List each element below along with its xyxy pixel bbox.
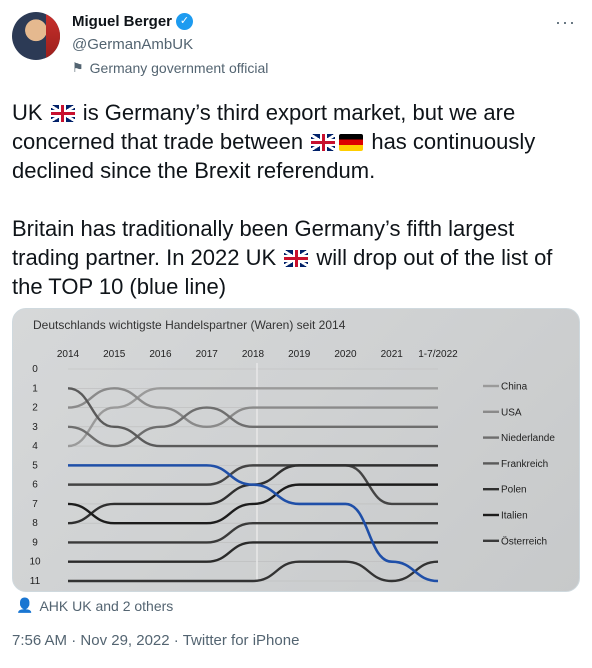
series-line-polen [67, 464, 438, 525]
y-tick-label: 1 [32, 383, 38, 394]
tweet-source[interactable]: Twitter for iPhone [182, 632, 300, 649]
series-line-china [67, 387, 438, 448]
series-line [68, 541, 438, 563]
legend-label: USA [501, 407, 522, 418]
series-line-österreich [67, 521, 438, 544]
legend-label: Polen [501, 485, 527, 496]
legend-label: China [501, 382, 528, 393]
tweet-text-segment: will drop out of the list of the TOP 10 … [12, 245, 553, 299]
series-line-usa [67, 387, 438, 429]
uk-flag-icon [284, 250, 309, 267]
series-line-niederlande [67, 406, 438, 448]
verified-badge-icon: ✓ [176, 13, 194, 30]
avatar[interactable] [12, 12, 60, 60]
y-tick-label: 2 [32, 403, 38, 414]
meta-separator: · [169, 632, 183, 649]
uk-flag-icon [50, 105, 75, 122]
series-line-frankreich [67, 387, 438, 448]
germany-flag-icon [339, 134, 364, 151]
y-tick-label: 4 [32, 441, 38, 452]
y-tick-label: 8 [32, 518, 38, 529]
x-tick-label: 2015 [103, 349, 126, 360]
tweet-text: UK is Germany’s third export market, but… [12, 98, 580, 330]
y-tick-label: 9 [32, 537, 38, 548]
tweet-meta: 7:56 AM · Nov 29, 2022 · Twitter for iPh… [12, 632, 299, 649]
x-tick-label: 2017 [196, 349, 219, 360]
series-line-italien [67, 483, 438, 525]
legend-label: Frankreich [501, 459, 548, 470]
affiliation: ⚑ Germany government official [72, 60, 268, 76]
legend-label: Italien [501, 511, 528, 522]
x-tick-label: 1-7/2022 [418, 349, 458, 360]
person-icon: 👤 [16, 597, 34, 613]
x-tick-label: 2020 [334, 349, 357, 360]
legend-label: Niederlande [501, 433, 555, 444]
chart: Deutschlands wichtigste Handelspartner (… [29, 318, 555, 587]
y-tick-label: 10 [29, 557, 41, 568]
tweet-text-segment: has continuously declined since the Brex… [12, 129, 536, 183]
flag-icon: ⚑ [72, 60, 84, 75]
more-options-icon[interactable]: ··· [555, 12, 576, 32]
y-tick-label: 3 [32, 422, 38, 433]
series-line-uk [67, 464, 439, 583]
tweet-text-segment: is Germany’s third export market, but we… [12, 100, 516, 154]
social-context-label: AHK UK and 2 others [39, 597, 174, 614]
series-line [67, 464, 438, 506]
x-tick-label: 2021 [381, 349, 404, 360]
x-tick-label: 2019 [288, 349, 311, 360]
x-tick-label: 2016 [149, 349, 172, 360]
tweet-time[interactable]: 7:56 AM [12, 632, 68, 649]
tweet-paragraph-1: UK is Germany’s third export market, but… [12, 98, 580, 185]
social-context[interactable]: 👤 AHK UK and 2 others [16, 597, 173, 614]
series-line [68, 560, 439, 583]
tweet-image[interactable]: Deutschlands wichtigste Handelspartner (… [12, 308, 580, 592]
tweet-text-segment: UK [12, 100, 49, 125]
user-name[interactable]: Miguel Berger [72, 13, 173, 30]
x-tick-label: 2018 [242, 349, 265, 360]
name-row: Miguel Berger ✓ [72, 13, 194, 30]
y-tick-label: 6 [32, 480, 38, 491]
affiliation-label[interactable]: Germany government official [89, 60, 269, 76]
user-handle[interactable]: @GermanAmbUK [72, 36, 194, 53]
x-tick-label: 2014 [57, 349, 80, 360]
tweet-date[interactable]: Nov 29, 2022 [80, 632, 170, 649]
y-tick-label: 0 [32, 364, 38, 375]
tweet-paragraph-2: Britain has traditionally been Germany’s… [12, 214, 580, 301]
uk-flag-icon [311, 134, 336, 151]
chart-title: Deutschlands wichtigste Handelspartner (… [33, 318, 346, 332]
y-tick-label: 11 [30, 576, 41, 587]
tweet-text-segment: Britain has traditionally been Germany’s… [12, 216, 515, 270]
legend-label: Österreich [501, 535, 547, 547]
y-tick-label: 5 [32, 460, 38, 471]
meta-separator: · [67, 632, 81, 649]
y-tick-label: 7 [32, 499, 38, 510]
